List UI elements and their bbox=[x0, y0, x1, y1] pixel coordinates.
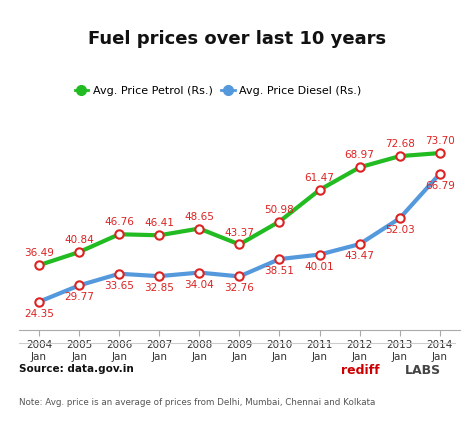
Text: 66.79: 66.79 bbox=[425, 181, 455, 191]
Text: rediff: rediff bbox=[341, 364, 380, 377]
Text: 43.37: 43.37 bbox=[224, 228, 255, 237]
Text: 48.65: 48.65 bbox=[184, 212, 214, 222]
Text: 43.47: 43.47 bbox=[345, 251, 374, 261]
Text: 34.04: 34.04 bbox=[184, 280, 214, 289]
Text: 73.70: 73.70 bbox=[425, 136, 455, 146]
Text: 38.51: 38.51 bbox=[264, 266, 294, 276]
Legend: Avg. Price Petrol (Rs.), Avg. Price Diesel (Rs.): Avg. Price Petrol (Rs.), Avg. Price Dies… bbox=[70, 82, 366, 101]
Text: 24.35: 24.35 bbox=[24, 309, 54, 319]
Text: 32.85: 32.85 bbox=[144, 283, 174, 293]
Text: 52.03: 52.03 bbox=[385, 225, 415, 235]
Text: 40.01: 40.01 bbox=[305, 261, 334, 272]
Text: 61.47: 61.47 bbox=[305, 173, 335, 183]
Text: 68.97: 68.97 bbox=[345, 150, 374, 160]
Text: 50.98: 50.98 bbox=[264, 205, 294, 214]
Text: Note: Avg. price is an average of prices from Delhi, Mumbai, Chennai and Kolkata: Note: Avg. price is an average of prices… bbox=[19, 398, 375, 407]
Text: 36.49: 36.49 bbox=[24, 248, 54, 258]
Text: 40.84: 40.84 bbox=[64, 235, 94, 245]
Text: 46.76: 46.76 bbox=[104, 217, 134, 227]
Text: 33.65: 33.65 bbox=[104, 281, 134, 291]
Text: Source: data.gov.in: Source: data.gov.in bbox=[19, 364, 134, 374]
Text: 72.68: 72.68 bbox=[385, 139, 415, 149]
Text: 29.77: 29.77 bbox=[64, 292, 94, 302]
Text: 32.76: 32.76 bbox=[224, 283, 255, 294]
Text: 46.41: 46.41 bbox=[144, 218, 174, 228]
Text: Fuel prices over last 10 years: Fuel prices over last 10 years bbox=[88, 30, 386, 48]
Text: LABS: LABS bbox=[405, 364, 441, 377]
